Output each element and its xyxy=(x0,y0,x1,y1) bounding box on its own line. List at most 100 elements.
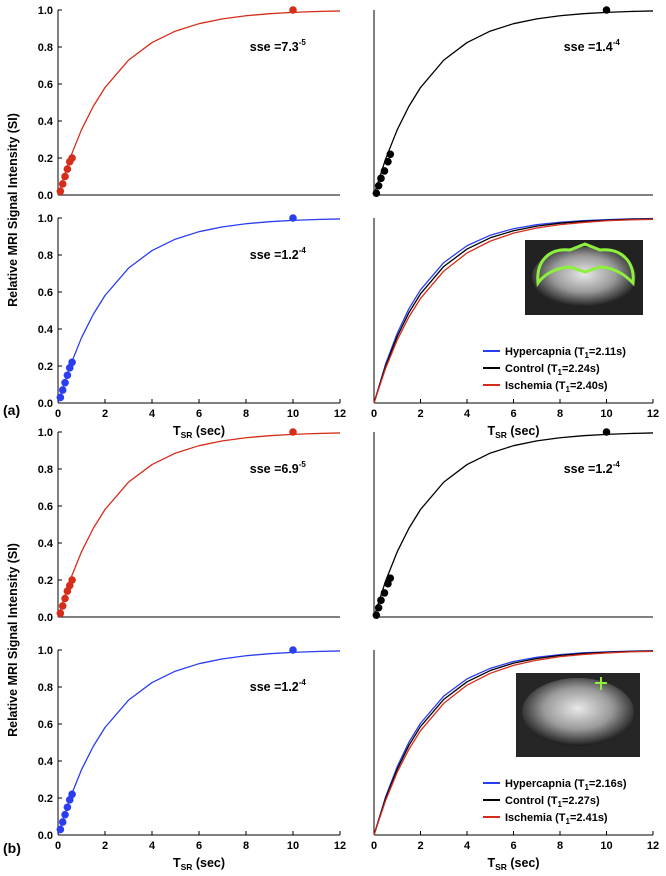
x-tick-label: 8 xyxy=(557,408,563,420)
data-point xyxy=(56,187,65,196)
panel-label: (b) xyxy=(3,840,21,856)
fit-curve xyxy=(57,218,341,404)
y-tick-label: 0.8 xyxy=(38,250,53,262)
x-label-sub: SR xyxy=(495,430,507,440)
data-point xyxy=(384,157,392,166)
data-point xyxy=(372,189,381,197)
data-point xyxy=(602,428,611,436)
x-label-sub: SR xyxy=(181,430,193,440)
data-point xyxy=(61,172,69,181)
sse-annotation: sse =1.4-4 xyxy=(564,38,621,54)
sse-exponent: -4 xyxy=(299,678,307,687)
data-point xyxy=(289,214,297,222)
legend-value: =2.16s) xyxy=(589,778,627,790)
data-point xyxy=(289,428,297,436)
x-tick-label: 10 xyxy=(287,840,299,852)
x-tick-label: 0 xyxy=(55,840,61,852)
fit-curve xyxy=(57,650,341,836)
legend-sub: 1 xyxy=(558,800,563,809)
sse-value: sse =1.2 xyxy=(250,680,299,694)
legend-value: =2.11s) xyxy=(589,346,626,358)
data-point xyxy=(68,790,76,799)
data-point xyxy=(289,646,297,654)
x-tick-label: 12 xyxy=(647,408,659,420)
x-label-main: T xyxy=(173,424,181,438)
fit-curve xyxy=(57,432,341,618)
y-tick-label: 1.0 xyxy=(38,427,53,439)
data-point xyxy=(61,594,69,603)
x-tick-label: 8 xyxy=(243,840,249,852)
data-point xyxy=(380,167,389,175)
y-tick-label: 0.4 xyxy=(38,324,54,336)
legend-name: Ischemia (T xyxy=(505,812,566,824)
x-tick-label: 12 xyxy=(334,840,346,852)
x-tick-label: 6 xyxy=(196,840,202,852)
legend-name: Hypercapnia (T xyxy=(505,778,585,790)
sse-value: sse =6.9 xyxy=(250,462,299,476)
y-tick-label: 0.0 xyxy=(38,830,53,842)
data-point xyxy=(63,165,72,173)
y-tick-label: 1.0 xyxy=(38,5,53,17)
legend-sub: 1 xyxy=(566,385,571,394)
data-point xyxy=(56,609,65,618)
legend-entry: Hypercapnia (T1=2.11s) xyxy=(505,346,626,360)
x-tick-label: 2 xyxy=(417,408,423,420)
x-tick-label: 2 xyxy=(102,840,108,852)
x-tick-label: 10 xyxy=(600,840,612,852)
data-point xyxy=(377,596,385,605)
data-point xyxy=(58,818,67,826)
data-point xyxy=(386,150,395,159)
sse-value: sse =1.2 xyxy=(250,248,299,262)
legend-name: Hypercapnia (T xyxy=(505,346,585,358)
x-tick-label: 2 xyxy=(417,840,423,852)
x-axis-label: TSR (sec) xyxy=(487,856,539,872)
x-axis-label: TSR (sec) xyxy=(173,424,225,440)
y-tick-label: 0.0 xyxy=(38,612,53,624)
data-point xyxy=(374,603,383,612)
sse-annotation: sse =1.2-4 xyxy=(250,246,307,262)
x-tick-label: 4 xyxy=(464,408,471,420)
legend-entry: Hypercapnia (T1=2.16s) xyxy=(505,778,627,792)
legend-value: =2.24s) xyxy=(562,363,600,375)
x-axis-label: TSR (sec) xyxy=(487,424,539,440)
x-tick-label: 0 xyxy=(371,408,377,420)
legend-value: =2.27s) xyxy=(562,795,600,807)
data-point xyxy=(68,576,76,584)
y-tick-label: 0.0 xyxy=(38,190,53,202)
fit-curve xyxy=(373,650,654,836)
x-label-sub: SR xyxy=(495,862,507,872)
x-tick-label: 0 xyxy=(55,408,61,420)
x-label-unit: (sec) xyxy=(192,856,225,870)
x-tick-label: 10 xyxy=(600,408,612,420)
data-point xyxy=(56,393,65,402)
y-tick-label: 0.8 xyxy=(38,464,53,476)
x-tick-label: 4 xyxy=(464,840,471,852)
legend-entry: Ischemia (T1=2.40s) xyxy=(505,380,608,394)
data-point xyxy=(372,611,381,619)
sse-value: sse =1.2 xyxy=(564,462,613,476)
data-point xyxy=(61,378,69,387)
fit-curve xyxy=(373,10,654,196)
x-axis-label: TSR (sec) xyxy=(173,856,225,872)
sse-exponent: -5 xyxy=(299,38,307,47)
fit-curve xyxy=(57,10,341,196)
x-label-main: T xyxy=(487,856,495,870)
data-point xyxy=(68,154,76,162)
y-tick-label: 0.0 xyxy=(38,398,53,410)
data-point xyxy=(374,181,383,190)
data-point xyxy=(380,589,389,597)
x-tick-label: 8 xyxy=(557,840,563,852)
y-tick-label: 0.6 xyxy=(38,501,53,513)
data-point xyxy=(58,180,67,188)
panel-label: (a) xyxy=(3,402,20,418)
fit-curve xyxy=(373,650,654,836)
legend-sub: 1 xyxy=(558,368,563,377)
y-tick-label: 0.2 xyxy=(38,153,53,165)
sse-value: sse =1.4 xyxy=(564,40,613,54)
fit-curve xyxy=(373,432,654,618)
legend-sub: 1 xyxy=(566,817,571,826)
data-point xyxy=(377,174,385,183)
y-tick-label: 0.6 xyxy=(38,287,53,299)
x-label-unit: (sec) xyxy=(192,424,225,438)
